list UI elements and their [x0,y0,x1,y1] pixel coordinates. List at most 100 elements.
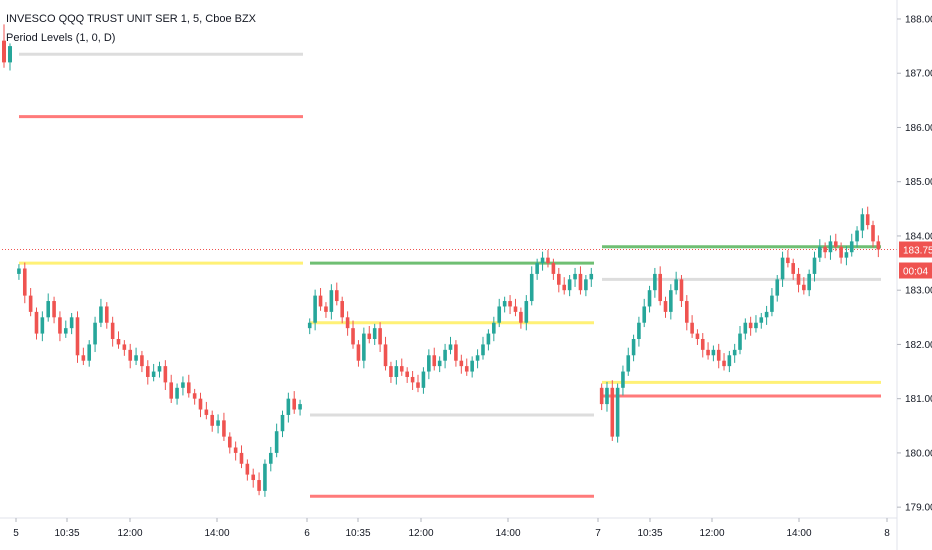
price-tick-label: 179.00 [905,503,932,514]
candle [700,339,705,350]
candle [122,344,127,350]
candle [557,273,561,285]
candle [497,306,502,323]
candle [245,463,250,475]
candle [546,257,550,264]
candle [268,452,273,464]
candle [464,366,469,372]
candle [481,344,485,356]
candle [796,273,801,285]
price-tick-label: 188.00 [905,14,932,25]
candle [470,360,474,372]
candle [674,279,678,291]
candle [151,371,156,377]
candle [589,273,594,280]
candle [263,463,267,491]
candle [157,366,162,372]
candle [437,360,442,367]
candle [169,382,174,399]
candle [743,322,748,334]
candle [28,295,33,312]
last-price-tag [899,241,932,258]
candle [519,311,523,323]
candle [63,328,68,334]
candle [475,355,480,361]
candle [210,414,215,426]
candle [104,306,109,323]
candle [239,452,244,464]
candle [75,317,80,356]
candle [540,257,545,264]
candle [324,306,328,312]
candle [40,317,45,334]
price-tick-label: 183.00 [905,286,932,297]
candle [192,393,197,399]
indicator-legend[interactable]: Period Levels (1, 0, D) [6,32,116,44]
candle [292,398,297,410]
candle [22,268,27,296]
candle [871,225,875,242]
candle [87,344,92,361]
candle [399,366,404,372]
time-tick-label: 10:35 [345,528,370,539]
candle [770,295,774,312]
candle [738,333,742,350]
candle [432,355,437,367]
candle [524,301,529,323]
candle [81,355,86,361]
candle [722,360,726,367]
candle [448,344,453,350]
time-tick-label: 12:00 [117,528,142,539]
candle [427,355,431,372]
candle [513,306,518,312]
candle [732,349,737,356]
candle [775,279,780,296]
candle [340,301,344,318]
time-tick-label: 12:00 [699,528,724,539]
candle [394,366,399,377]
candle [93,322,97,345]
candle [227,436,232,448]
candle [116,339,121,345]
candle [823,246,827,253]
candle [58,317,62,334]
candle [274,431,279,453]
candle [610,387,615,437]
candle [198,398,203,410]
time-tick-label: 14:00 [786,528,811,539]
candle [637,322,641,340]
candle [828,241,833,253]
candle [313,295,317,323]
candle [759,317,764,323]
time-tick-label: 6 [304,528,310,539]
candle [791,263,796,274]
candle [52,301,56,318]
candle [416,382,420,388]
candle [46,301,51,318]
candle [631,339,636,356]
candle [647,290,652,307]
time-tick-label: 5 [13,528,19,539]
candle [443,349,447,361]
candle [860,214,865,231]
candle [128,349,133,361]
candle [508,301,512,307]
candle [298,404,302,410]
candle [621,371,625,388]
candle [615,387,620,437]
candle [140,355,144,367]
candle [410,376,415,383]
symbol-legend[interactable]: INVESCO QQQ TRUST UNIT SER 1, 5, Cboe BZ… [6,13,257,25]
last-price-label: 183.75 [903,246,932,257]
candle [204,409,209,415]
candle [802,284,806,291]
price-tick-label: 185.00 [905,177,932,188]
candle [754,322,758,329]
candle [844,252,849,258]
candle [280,414,285,432]
candle [584,279,588,291]
candle [383,344,388,367]
candle [706,349,710,356]
candle [839,246,843,258]
